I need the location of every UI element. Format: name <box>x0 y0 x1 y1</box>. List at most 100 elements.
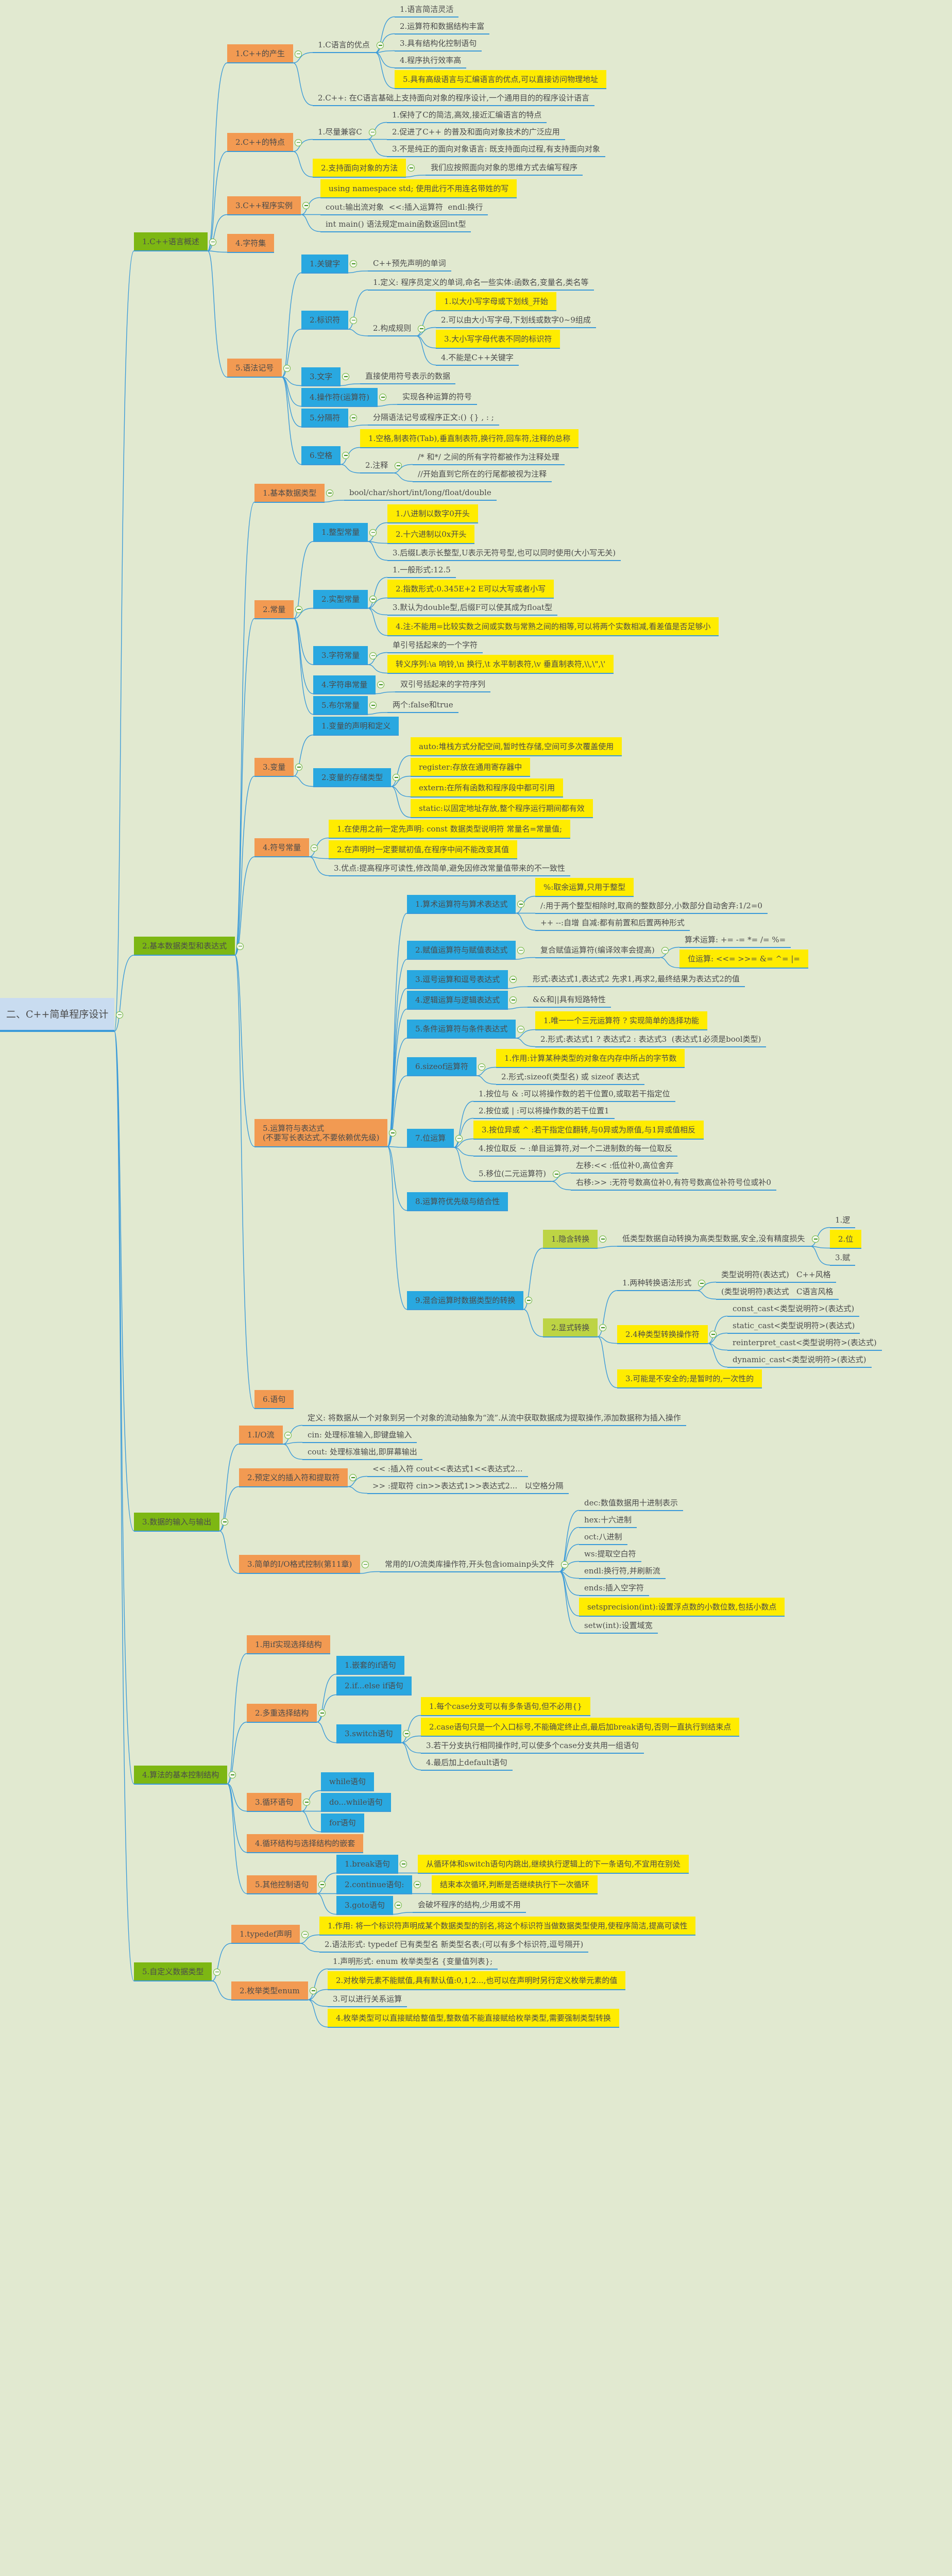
topic-text[interactable]: 2.构成规则 <box>368 321 417 336</box>
topic-green[interactable]: 4.算法的基本控制结构 <box>134 1765 228 1785</box>
topic-yellow[interactable]: static:以固定地址存放,整个程序运行期间都有效 <box>411 799 593 818</box>
topic-yellow[interactable]: using namespace std; 使用此行不用连名带姓的写 <box>320 179 517 198</box>
topic-yellow[interactable]: 2.4种类型转换操作符 <box>617 1325 708 1344</box>
topic-text[interactable]: 2.可以由大小写字母,下划线或数字0~9组成 <box>436 313 596 328</box>
topic-yellow[interactable]: %:取余运算,只用于整型 <box>535 877 634 897</box>
collapse-minus-icon[interactable] <box>369 596 377 603</box>
collapse-minus-icon[interactable] <box>369 702 377 709</box>
topic-orange[interactable]: 1.C++的产生 <box>227 44 293 63</box>
topic-orange[interactable]: 1.用if实现选择结构 <box>247 1635 330 1654</box>
collapse-minus-icon[interactable] <box>395 1902 402 1909</box>
topic-text[interactable]: 1.保持了C的简洁,高效,接近汇编语言的特点 <box>387 108 547 123</box>
topic-text[interactable]: 3.不是纯正的面向对象语言: 既支持面向过程,有支持面向对象 <box>387 142 605 157</box>
topic-text[interactable]: 3.默认为double型,后缀F可以使其成为float型 <box>387 600 558 616</box>
topic-text[interactable]: bool/char/short/int/long/float/double <box>344 485 497 501</box>
topic-blue[interactable]: 8.运算符优先级与结合性 <box>407 1192 508 1211</box>
topic-orange[interactable]: 1.typedef声明 <box>231 1925 300 1944</box>
topic-blue[interactable]: 1.关键字 <box>301 254 349 274</box>
topic-yellow[interactable]: 1.在使用之前一定先声明: const 数据类型说明符 常量名=常量值; <box>329 819 571 839</box>
topic-text[interactable]: &&和||具有短路特性 <box>528 992 611 1008</box>
topic-text[interactable]: ++ --:自增 自减:都有前置和后置两种形式 <box>535 916 690 931</box>
topic-lime[interactable]: 2.显式转换 <box>543 1318 598 1337</box>
collapse-minus-icon[interactable] <box>414 1881 421 1888</box>
topic-orange[interactable]: 4.字符集 <box>227 233 275 253</box>
collapse-minus-icon[interactable] <box>116 1011 123 1019</box>
topic-orange[interactable]: 3.简单的I/O格式控制(第11章) <box>239 1555 361 1574</box>
topic-text[interactable]: 1.尽量兼容C <box>313 125 367 140</box>
topic-text[interactable]: 右移:>> :无符号数高位补0,有符号数高位补符号位或补0 <box>571 1175 776 1191</box>
collapse-minus-icon[interactable] <box>209 238 216 246</box>
topic-blue[interactable]: 3.goto语句 <box>336 1895 394 1915</box>
topic-text[interactable]: 算术运算: += -= *= /= %= <box>679 933 791 948</box>
topic-text[interactable]: 2.语法形式: typedef 已有类型名 新类型名表;(可以有多个标识符,逗号… <box>319 1937 589 1953</box>
topic-text[interactable]: static_cast<类型说明符>(表达式) <box>727 1318 860 1334</box>
topic-blue[interactable]: 2.if...else if语句 <box>336 1676 412 1696</box>
topic-text[interactable]: 1.两种转换语法形式 <box>617 1276 697 1291</box>
collapse-minus-icon[interactable] <box>229 1771 236 1778</box>
topic-text[interactable]: 3.具有结构化控制语句 <box>395 36 482 52</box>
topic-text[interactable]: 1.语言简洁灵活 <box>395 2 459 18</box>
topic-text[interactable]: 4.程序执行效率高 <box>395 53 467 69</box>
collapse-minus-icon[interactable] <box>379 394 386 401</box>
collapse-minus-icon[interactable] <box>698 1280 705 1287</box>
topic-text[interactable]: const_cast<类型说明符>(表达式) <box>727 1301 860 1317</box>
collapse-minus-icon[interactable] <box>301 1930 309 1938</box>
topic-text[interactable]: 2.按位或 | :可以将操作数的若干位置1 <box>473 1104 615 1119</box>
collapse-minus-icon[interactable] <box>418 325 425 332</box>
topic-text[interactable]: 5.移位(二元运算符) <box>473 1166 552 1182</box>
topic-text[interactable]: 2.促进了C++ 的普及和面向对象技术的广泛应用 <box>387 125 565 140</box>
topic-yellow[interactable]: 5.具有高级语言与汇编语言的优点,可以直接访问物理地址 <box>395 70 607 89</box>
topic-blue[interactable]: 5.布尔常量 <box>313 696 368 715</box>
collapse-minus-icon[interactable] <box>342 452 349 459</box>
topic-text[interactable]: 2.C++: 在C语言基础上支持面向对象的程序设计,一个通用目的的程序设计语言 <box>313 91 594 106</box>
topic-text[interactable]: 1.逻 <box>830 1213 856 1228</box>
topic-text[interactable]: 3.优点:提高程序可读性,修改简单,避免因修改常量值带来的不一致性 <box>329 861 570 876</box>
topic-text[interactable]: 1.C语言的优点 <box>313 38 375 53</box>
topic-yellow[interactable]: 1.以大小写字母或下划线_开始 <box>436 292 556 311</box>
topic-yellow[interactable]: 3.可能是不安全的;是暂时的,一次性的 <box>617 1369 762 1388</box>
collapse-minus-icon[interactable] <box>295 50 302 58</box>
topic-text[interactable]: 直接使用符号表示的数据 <box>360 369 456 384</box>
topic-text[interactable]: 分隔语法记号或程序正文:() {} , : ; <box>368 410 499 426</box>
topic-text[interactable]: dec:数值数据用十进制表示 <box>579 1496 683 1511</box>
topic-blue[interactable]: 3.字符常量 <box>313 646 368 665</box>
topic-blue[interactable]: 1.变量的声明和定义 <box>313 716 399 736</box>
topic-yellow[interactable]: 3.大小写字母代表不同的标识符 <box>436 329 560 349</box>
collapse-minus-icon[interactable] <box>318 1709 326 1717</box>
topic-orange[interactable]: 4.符号常量 <box>254 838 310 857</box>
collapse-minus-icon[interactable] <box>350 414 357 421</box>
collapse-minus-icon[interactable] <box>377 681 384 688</box>
topic-text[interactable]: 4.按位取反 ~ :单目运算符,对一个二进制数的每一位取反 <box>473 1141 678 1157</box>
collapse-minus-icon[interactable] <box>284 1431 292 1439</box>
topic-text[interactable]: cout: 处理标准输出,即屏幕输出 <box>302 1445 422 1460</box>
topic-orange[interactable]: 2.枚举类型enum <box>231 1981 308 2001</box>
topic-yellow[interactable]: auto:堆栈方式分配空间,暂时性存储,空间可多次覆盖使用 <box>411 737 622 756</box>
topic-orange[interactable]: 4.循环结构与选择结构的嵌套 <box>247 1834 364 1853</box>
topic-text[interactable]: ws:提取空白符 <box>579 1547 641 1562</box>
collapse-minus-icon[interactable] <box>812 1235 819 1243</box>
topic-text[interactable]: ends:插入空字符 <box>579 1581 649 1596</box>
topic-text[interactable]: oct:八进制 <box>579 1530 627 1545</box>
collapse-minus-icon[interactable] <box>509 976 517 983</box>
topic-text[interactable]: 类型说明符(表达式) C++风格 <box>716 1267 836 1283</box>
collapse-minus-icon[interactable] <box>478 1063 485 1071</box>
collapse-minus-icon[interactable] <box>350 316 357 324</box>
collapse-minus-icon[interactable] <box>369 652 377 659</box>
topic-orange[interactable]: 5.运算符与表达式 (不要写长表达式,不要依赖优先级) <box>254 1118 388 1147</box>
topic-blue[interactable]: 6.sizeof运算符 <box>407 1057 477 1076</box>
collapse-minus-icon[interactable] <box>213 1968 220 1976</box>
topic-yellow[interactable]: 2.位 <box>830 1229 862 1249</box>
topic-text[interactable]: 1.一般形式:12.5 <box>387 563 456 578</box>
topic-text[interactable]: 4.不能是C++关键字 <box>436 350 519 366</box>
topic-green[interactable]: 2.基本数据类型和表达式 <box>134 937 235 956</box>
collapse-minus-icon[interactable] <box>395 462 402 469</box>
collapse-minus-icon[interactable] <box>369 128 376 136</box>
topic-text[interactable]: 1.按位与 & :可以将操作数的若干位置0,或取若干指定位 <box>473 1087 675 1102</box>
topic-text[interactable]: endl:换行符,并刷新流 <box>579 1564 666 1579</box>
topic-yellow[interactable]: 1.唯一一个三元运算符 ? 实现简单的选择功能 <box>535 1011 707 1030</box>
topic-text[interactable]: 常用的I/O流类库操作符,开头包含iomainp头文件 <box>380 1557 560 1572</box>
collapse-minus-icon[interactable] <box>400 1860 407 1868</box>
central-topic[interactable]: 二、C++简单程序设计 <box>0 997 115 1032</box>
topic-text[interactable]: 低类型数据自动转换为高类型数据,安全,没有精度损失 <box>617 1231 810 1247</box>
topic-text[interactable]: 3.可以进行关系运算 <box>328 1992 407 2007</box>
